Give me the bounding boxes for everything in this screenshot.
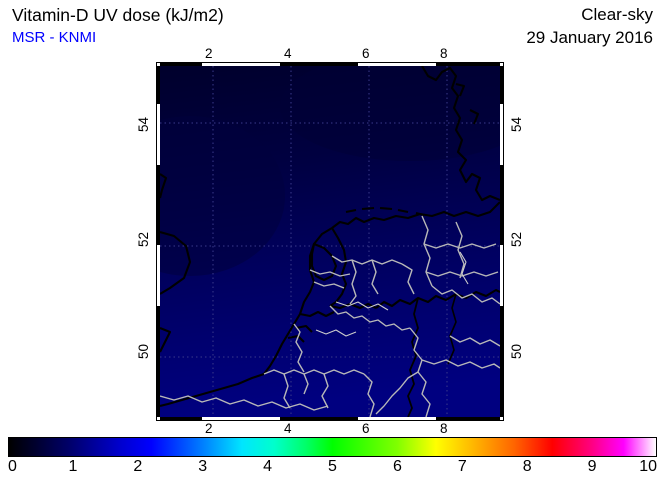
colorbar-gradient (8, 437, 657, 457)
colorbar-panel: 0 1 2 3 4 5 6 7 8 9 10 (8, 437, 657, 480)
xtick-bottom-8: 8 (440, 421, 448, 436)
axis-left (156, 66, 160, 417)
colorbar-tick-5: 5 (328, 458, 337, 475)
colorbar-tick-2: 2 (133, 458, 143, 475)
colorbar-tick-7: 7 (457, 458, 467, 475)
date-label: 29 January 2016 (526, 28, 653, 47)
ytick-left-54: 54 (136, 116, 152, 133)
sky-condition-label: Clear-sky (581, 5, 653, 24)
source-label: MSR - KNMI (12, 29, 97, 46)
xtick-bottom-4: 4 (284, 421, 292, 436)
xtick-bottom-2: 2 (205, 421, 213, 436)
colorbar-tick-4: 4 (263, 458, 273, 475)
ytick-right-52: 52 (509, 231, 525, 248)
axis-right (500, 66, 504, 417)
xtick-top-2: 2 (205, 46, 213, 61)
colorbar-tick-6: 6 (392, 458, 402, 475)
colorbar-tick-1: 1 (68, 458, 78, 475)
ytick-right-50: 50 (509, 343, 525, 360)
axis-top (160, 62, 500, 66)
xtick-top-4: 4 (284, 46, 292, 61)
xtick-top-6: 6 (362, 46, 370, 61)
ytick-right-54: 54 (509, 116, 525, 133)
colorbar-tick-10: 10 (639, 458, 657, 475)
xtick-bottom-6: 6 (362, 421, 370, 436)
axis-bottom (160, 417, 500, 421)
colorbar-tick-0: 0 (8, 458, 17, 475)
ytick-left-50: 50 (136, 343, 152, 360)
page-title: Vitamin-D UV dose (kJ/m2) (12, 5, 224, 25)
colorbar-tick-8: 8 (522, 458, 532, 475)
map-frame-outline (156, 62, 504, 421)
map-panel (156, 62, 504, 421)
ytick-left-52: 52 (136, 231, 152, 248)
colorbar-tick-3: 3 (198, 458, 208, 475)
colorbar-tick-9: 9 (587, 458, 597, 475)
colorbar-tick-labels: 0 1 2 3 4 5 6 7 8 9 10 (8, 458, 657, 480)
border-layer (160, 215, 500, 417)
graticule (160, 66, 500, 417)
coastline-layer (160, 66, 500, 417)
uv-dose-raster (160, 66, 500, 417)
xtick-top-8: 8 (440, 46, 448, 61)
map-graphics (160, 66, 500, 417)
